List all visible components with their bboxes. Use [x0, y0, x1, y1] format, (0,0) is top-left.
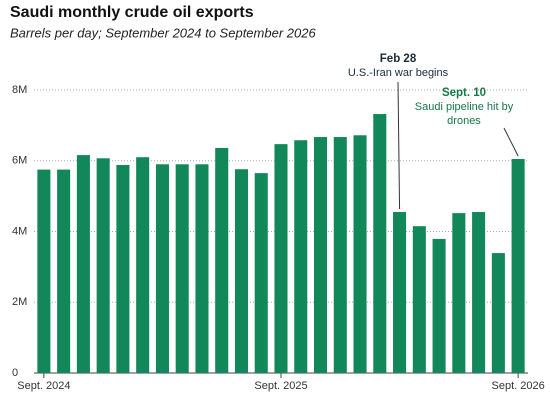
bar	[57, 169, 71, 373]
x-tick-label: Sept. 2024	[17, 380, 70, 392]
bar	[412, 226, 426, 373]
y-tick-label: 2M	[12, 296, 27, 308]
bar	[511, 158, 525, 373]
bar	[96, 158, 110, 373]
bar	[136, 157, 150, 373]
bar	[175, 164, 189, 373]
bar	[472, 212, 486, 373]
bar	[76, 155, 90, 373]
bar	[313, 137, 328, 373]
annotation-text: drones	[447, 115, 481, 127]
bar	[491, 253, 505, 373]
annotation-text: U.S.-Iran war begins	[348, 67, 449, 79]
chart-subtitle: Barrels per day; September 2024 to Septe…	[10, 25, 316, 40]
annotation-title: Sept. 10	[442, 87, 486, 99]
annotation-text: Saudi pipeline hit by	[415, 101, 514, 113]
bar	[353, 135, 367, 373]
bar	[116, 164, 130, 373]
bar	[195, 164, 209, 373]
y-tick-label: 4M	[12, 225, 27, 237]
bar	[37, 169, 51, 373]
bar	[393, 212, 407, 373]
bar	[373, 114, 387, 374]
y-tick-label: 8M	[12, 84, 27, 96]
chart-title: Saudi monthly crude oil exports	[10, 4, 254, 21]
bar	[155, 164, 169, 373]
annotation-title: Feb 28	[380, 53, 417, 65]
bar	[333, 137, 347, 373]
x-tick-label: Sept. 2025	[254, 380, 307, 392]
bar	[234, 169, 249, 373]
bar	[294, 140, 308, 373]
bar	[254, 173, 268, 373]
y-tick-label: 0	[12, 367, 18, 379]
y-tick-label: 6M	[12, 155, 27, 167]
bar	[432, 238, 446, 373]
bar	[274, 144, 288, 373]
bar	[452, 213, 466, 373]
x-tick-label: Sept. 2026	[492, 380, 545, 392]
annotation-line	[397, 81, 401, 210]
bar	[215, 148, 229, 373]
annotation-line	[503, 127, 519, 157]
